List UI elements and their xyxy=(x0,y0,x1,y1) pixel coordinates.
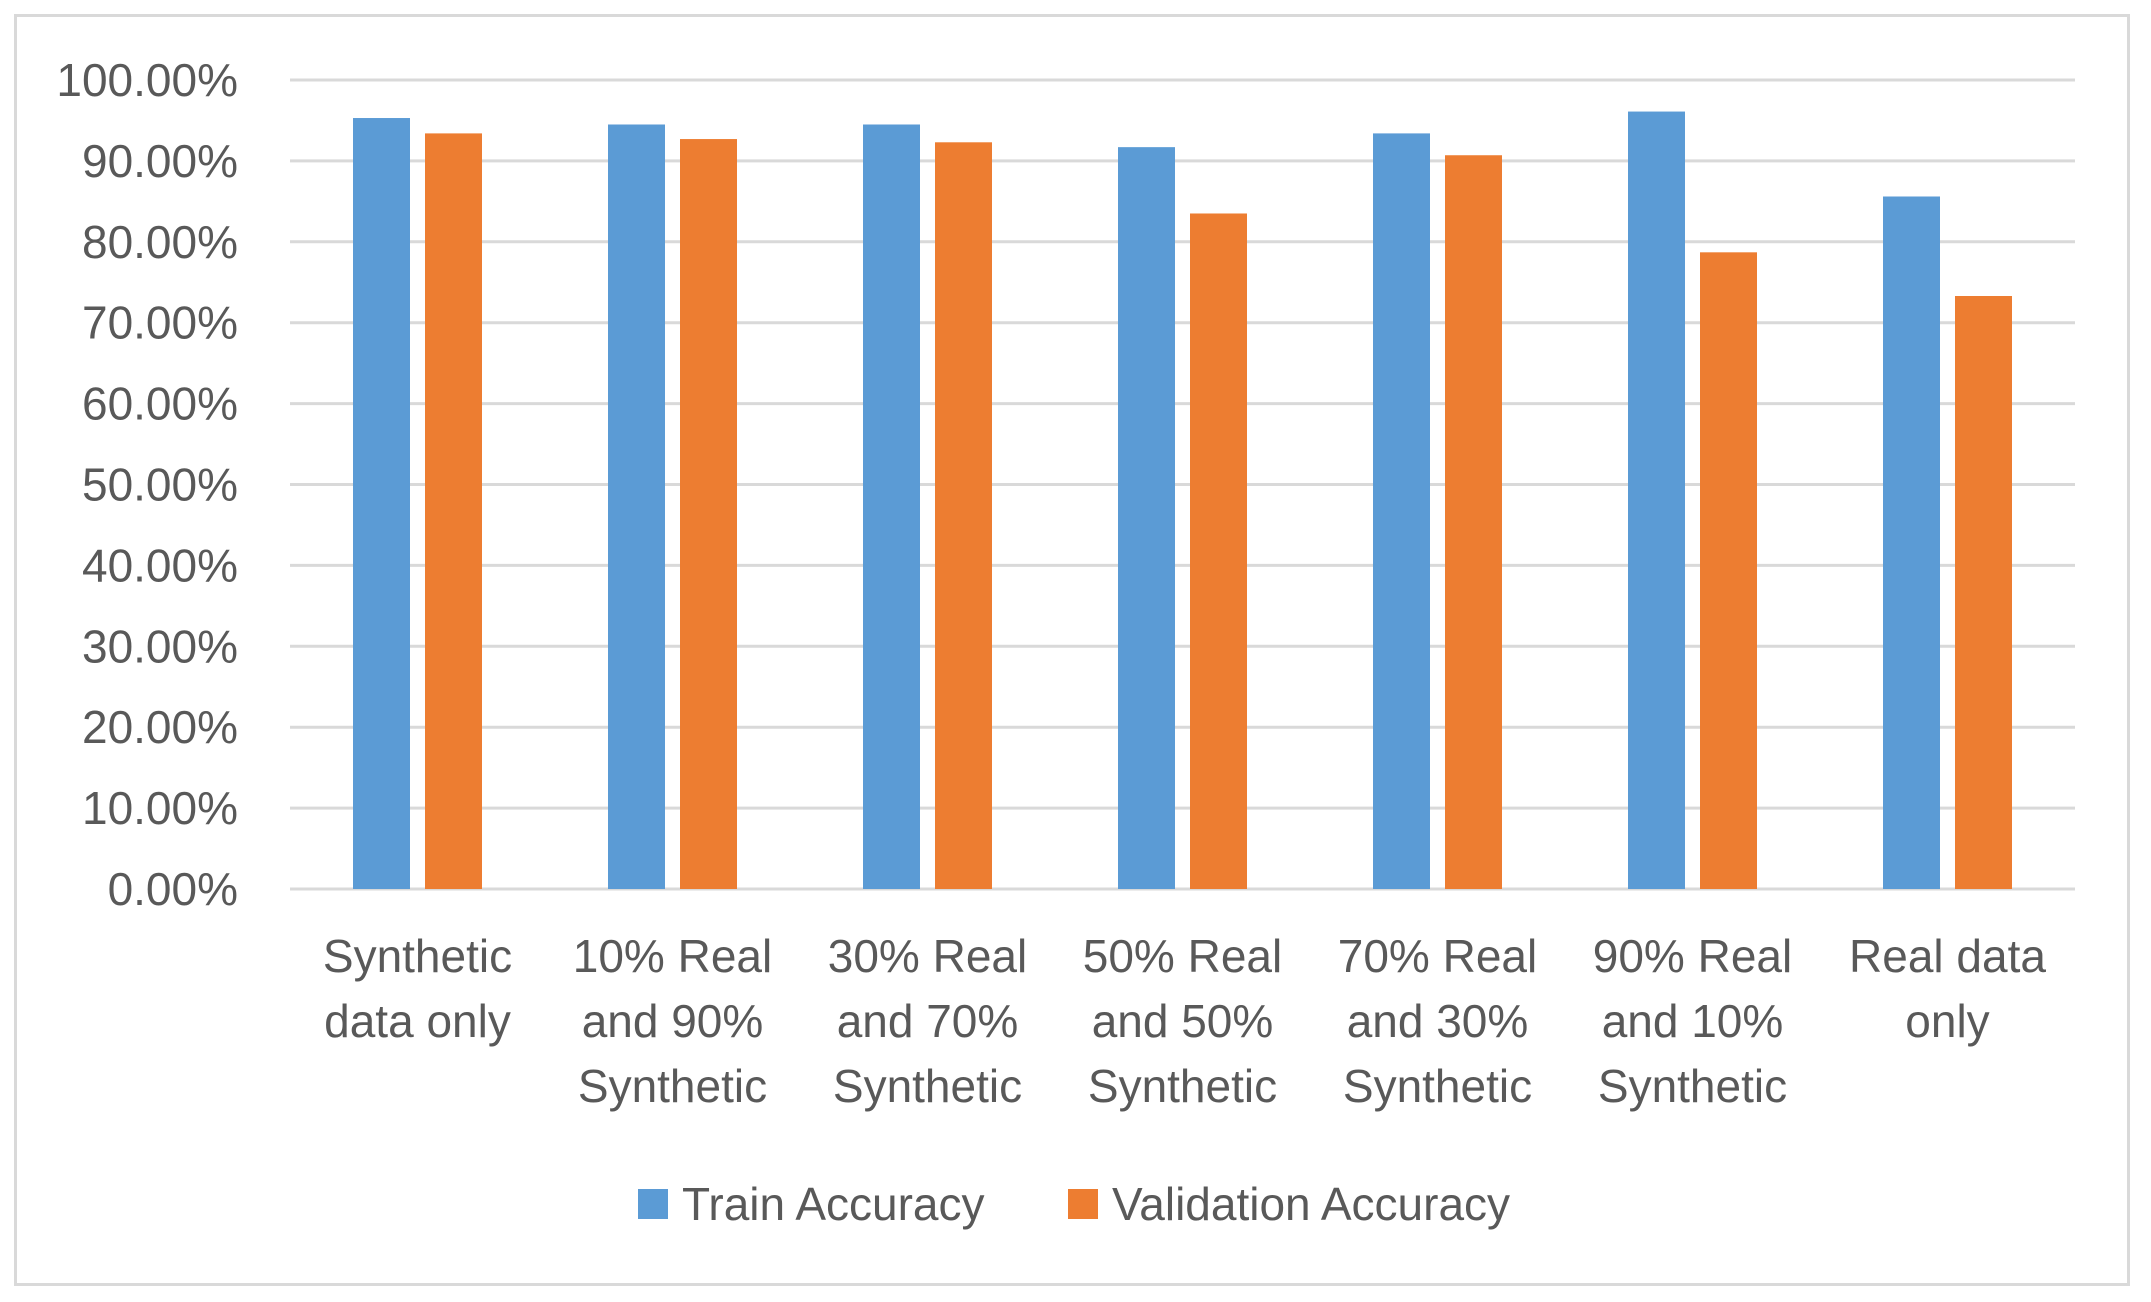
x-category-label-line: 30% Real xyxy=(828,930,1027,982)
y-tick-label: 80.00% xyxy=(82,216,238,268)
bars xyxy=(353,111,2012,890)
x-category-label: 90% Real and 10% Synthetic xyxy=(1593,930,1792,1112)
x-category-label-line: and 90% xyxy=(582,995,764,1047)
x-category-label-line: Real data xyxy=(1849,930,2046,982)
train-accuracy-bar xyxy=(608,124,665,890)
legend-label-validation: Validation Accuracy xyxy=(1112,1178,1510,1230)
y-tick-label: 70.00% xyxy=(82,297,238,349)
x-category-label-line: and 50% xyxy=(1092,995,1274,1047)
legend-swatch-train xyxy=(638,1189,668,1219)
train-accuracy-bar xyxy=(863,124,920,890)
y-tick-label: 90.00% xyxy=(82,135,238,187)
validation-accuracy-bar xyxy=(1190,213,1247,890)
x-category-label-line: Synthetic xyxy=(323,930,512,982)
x-category-label-line: Synthetic xyxy=(1598,1060,1787,1112)
y-tick-label: 50.00% xyxy=(82,459,238,511)
y-tick-label: 30.00% xyxy=(82,620,238,672)
validation-accuracy-bar xyxy=(1955,296,2012,889)
x-category-label: Real data only xyxy=(1849,930,2046,1047)
y-axis-tick-labels: 0.00% 10.00% 20.00% 30.00% 40.00% 50.00% 60.00… xyxy=(56,54,238,915)
x-category-label: 30% Real and 70% Synthetic xyxy=(828,930,1027,1112)
x-category-label-line: 70% Real xyxy=(1338,930,1537,982)
y-tick-label: 100.00% xyxy=(56,54,238,106)
x-category-label-line: 50% Real xyxy=(1083,930,1282,982)
y-tick-label: 60.00% xyxy=(82,378,238,430)
gridlines xyxy=(290,78,2075,891)
train-accuracy-bar xyxy=(1628,111,1685,889)
x-category-label: Synthetic data only xyxy=(323,930,512,1047)
legend-label-train: Train Accuracy xyxy=(682,1178,985,1230)
x-category-label-line: Synthetic xyxy=(578,1060,767,1112)
train-accuracy-bar xyxy=(353,118,410,889)
train-accuracy-bar xyxy=(1373,133,1430,890)
x-category-label-line: only xyxy=(1905,995,1989,1047)
x-axis-category-labels: Synthetic data only 10% Real and 90% Synthet… xyxy=(323,930,2046,1112)
y-tick-label: 20.00% xyxy=(82,701,238,753)
x-category-label-line: Synthetic xyxy=(1343,1060,1532,1112)
y-tick-label: 10.00% xyxy=(82,782,238,834)
legend: Train Accuracy Validation Accuracy xyxy=(638,1178,1510,1230)
y-tick-label: 40.00% xyxy=(82,539,238,591)
x-category-label-line: and 30% xyxy=(1347,995,1529,1047)
legend-swatch-validation xyxy=(1068,1189,1098,1219)
x-category-label-line: and 70% xyxy=(837,995,1019,1047)
x-category-label-line: and 10% xyxy=(1602,995,1784,1047)
x-category-label: 70% Real and 30% Synthetic xyxy=(1338,930,1537,1112)
x-category-label: 10% Real and 90% Synthetic xyxy=(573,930,772,1112)
y-tick-label: 0.00% xyxy=(108,863,238,915)
train-accuracy-bar xyxy=(1118,147,1175,890)
validation-accuracy-bar xyxy=(425,133,482,890)
x-category-label-line: 90% Real xyxy=(1593,930,1792,982)
validation-accuracy-bar xyxy=(1700,252,1757,889)
validation-accuracy-bar xyxy=(680,139,737,889)
validation-accuracy-bar xyxy=(1445,155,1502,889)
x-category-label-line: 10% Real xyxy=(573,930,772,982)
validation-accuracy-bar xyxy=(935,142,992,890)
x-category-label-line: Synthetic xyxy=(1088,1060,1277,1112)
x-category-label-line: data only xyxy=(324,995,511,1047)
train-accuracy-bar xyxy=(1883,196,1940,890)
x-category-label: 50% Real and 50% Synthetic xyxy=(1083,930,1282,1112)
x-category-label-line: Synthetic xyxy=(833,1060,1022,1112)
